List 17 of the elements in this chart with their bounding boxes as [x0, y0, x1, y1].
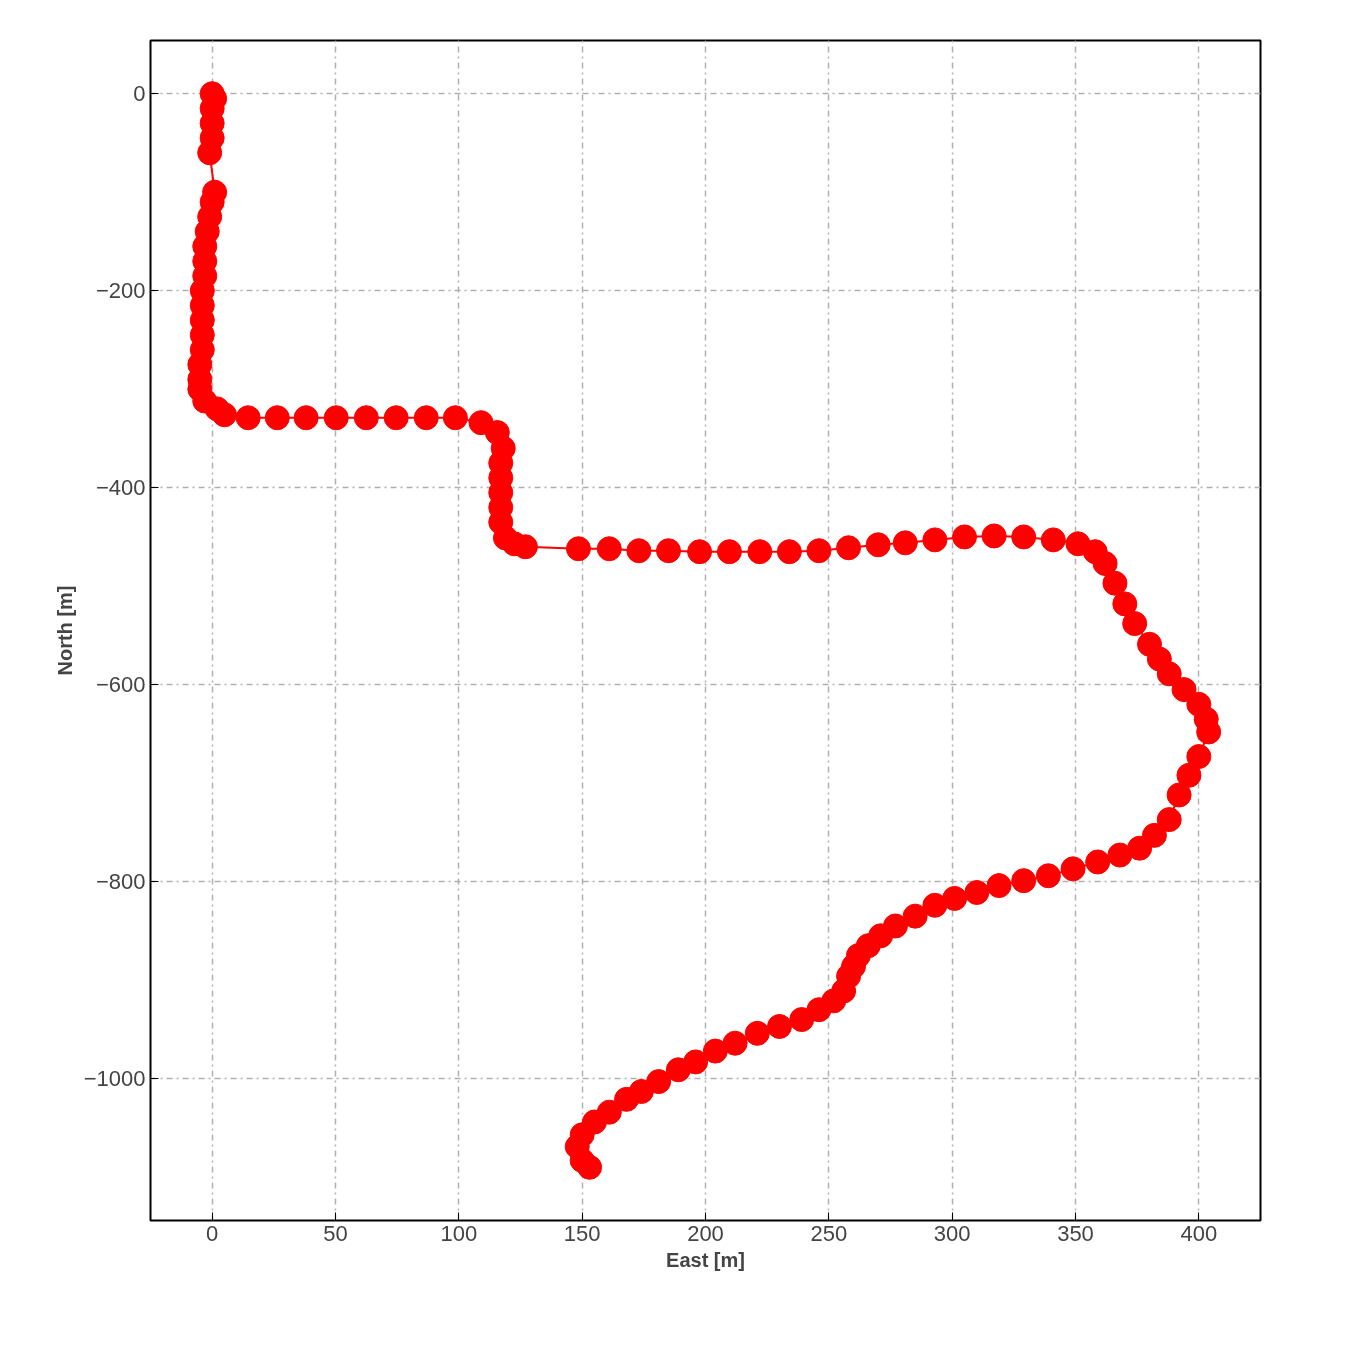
x-tick-label: 350 — [1057, 1220, 1094, 1246]
x-axis-title: East [m] — [666, 1248, 745, 1271]
x-tick-label: 300 — [933, 1220, 971, 1246]
y-tick-label: −1000 — [83, 1066, 146, 1092]
x-tick-label: 50 — [323, 1220, 348, 1246]
y-tick-label: −600 — [95, 672, 146, 698]
x-tick-label: 100 — [440, 1220, 478, 1246]
x-tick-label: 0 — [206, 1220, 219, 1246]
x-tick-label: 150 — [563, 1220, 601, 1246]
y-axis-title: North [m] — [53, 585, 76, 676]
y-tick-label: −800 — [95, 869, 146, 895]
y-tick-label: −200 — [95, 278, 146, 304]
y-tick-label: 0 — [133, 81, 146, 107]
x-tick-label: 200 — [687, 1220, 724, 1246]
x-tick-label: 250 — [810, 1220, 848, 1246]
y-tick-label: −400 — [95, 475, 146, 501]
x-tick-label: 400 — [1180, 1220, 1218, 1246]
